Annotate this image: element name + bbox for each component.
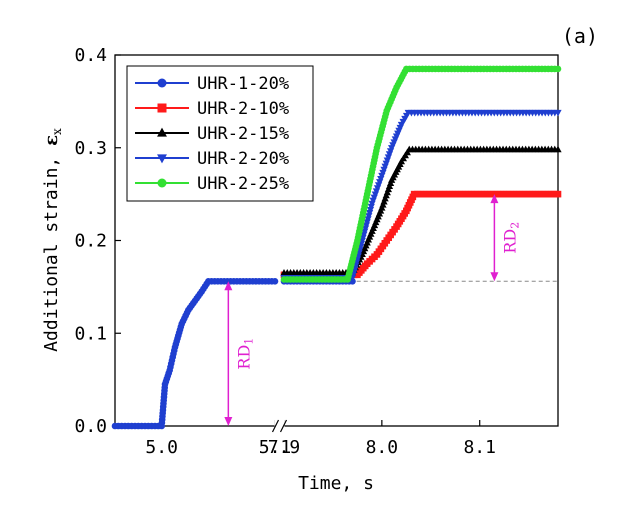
annotation-label-sub: 1 [242,338,255,345]
x-tick-label: 5.0 [145,437,178,458]
series-UHR-1-20% [111,278,356,430]
y-axis-label-symbol: ε [41,135,62,146]
legend-label: UHR-2-15% [197,124,289,144]
x-axis-label: Time, s [298,473,374,494]
x-tick-label: 8.0 [366,437,399,458]
y-tick-label: 0.0 [74,416,107,437]
legend-marker [157,127,167,137]
legend-marker [157,78,167,88]
x-tick-label: 7.9 [268,437,301,458]
series-UHR-2-25% [280,65,562,283]
data-point [554,190,562,198]
annotation-0: RD1 [224,281,255,426]
legend-label: UHR-2-25% [197,174,289,194]
annotation-arrow-top [490,194,499,204]
annotation-arrow-bottom [224,417,233,426]
legend-label: UHR-2-10% [197,99,289,119]
axis-break-mark-left [271,419,280,433]
legend-entry: UHR-2-25% [135,174,289,194]
y-tick-label: 0.3 [74,138,107,159]
panel-label: (a) [562,24,598,48]
legend-entry: UHR-2-20% [135,149,289,169]
y-tick-label: 0.1 [74,323,107,344]
axis-break-mark-right [279,419,288,433]
annotation-label-main: RD [500,229,519,254]
annotation-arrow-top [224,281,233,291]
x-tick-label: 8.1 [463,437,496,458]
legend: UHR-1-20% UHR-2-10% UHR-2-15% UHR-2-20% UHR-… [126,65,314,202]
y-axis-label-subscript: x [50,128,64,135]
y-axis-label-text: Additional strain, [41,146,62,352]
legend-entry: UHR-1-20% [135,74,289,94]
axes: 0.0 0.1 0.2 0.3 0.4 5.0 5.17.9 8.0 8.1 [74,45,495,458]
x-tick-label: 5.1 [259,437,292,458]
legend-label: UHR-2-20% [197,149,289,169]
annotation-label: RD1 [234,338,255,370]
annotation-arrow-bottom [490,272,499,282]
data-point [271,278,279,285]
annotation-1: RD2 [490,194,521,282]
legend-entry: UHR-2-10% [135,99,289,119]
data-point [554,109,562,117]
annotation-label-main: RD [234,345,253,370]
y-tick-label: 0.2 [74,231,107,252]
axis-break-gap [274,420,285,432]
y-axis-label: Additional strain, εx [41,128,64,352]
y-tick-label: 0.4 [74,45,107,66]
legend-entry: UHR-2-15% [135,124,289,144]
annotation-label: RD2 [500,222,521,254]
annotation-label-sub: 2 [508,222,521,229]
legend-marker [157,103,167,113]
series-layer [111,65,562,430]
data-point [554,65,562,73]
legend-marker [157,154,167,164]
data-point [554,145,562,153]
legend-marker [157,178,167,188]
legend-label: UHR-1-20% [197,74,289,94]
